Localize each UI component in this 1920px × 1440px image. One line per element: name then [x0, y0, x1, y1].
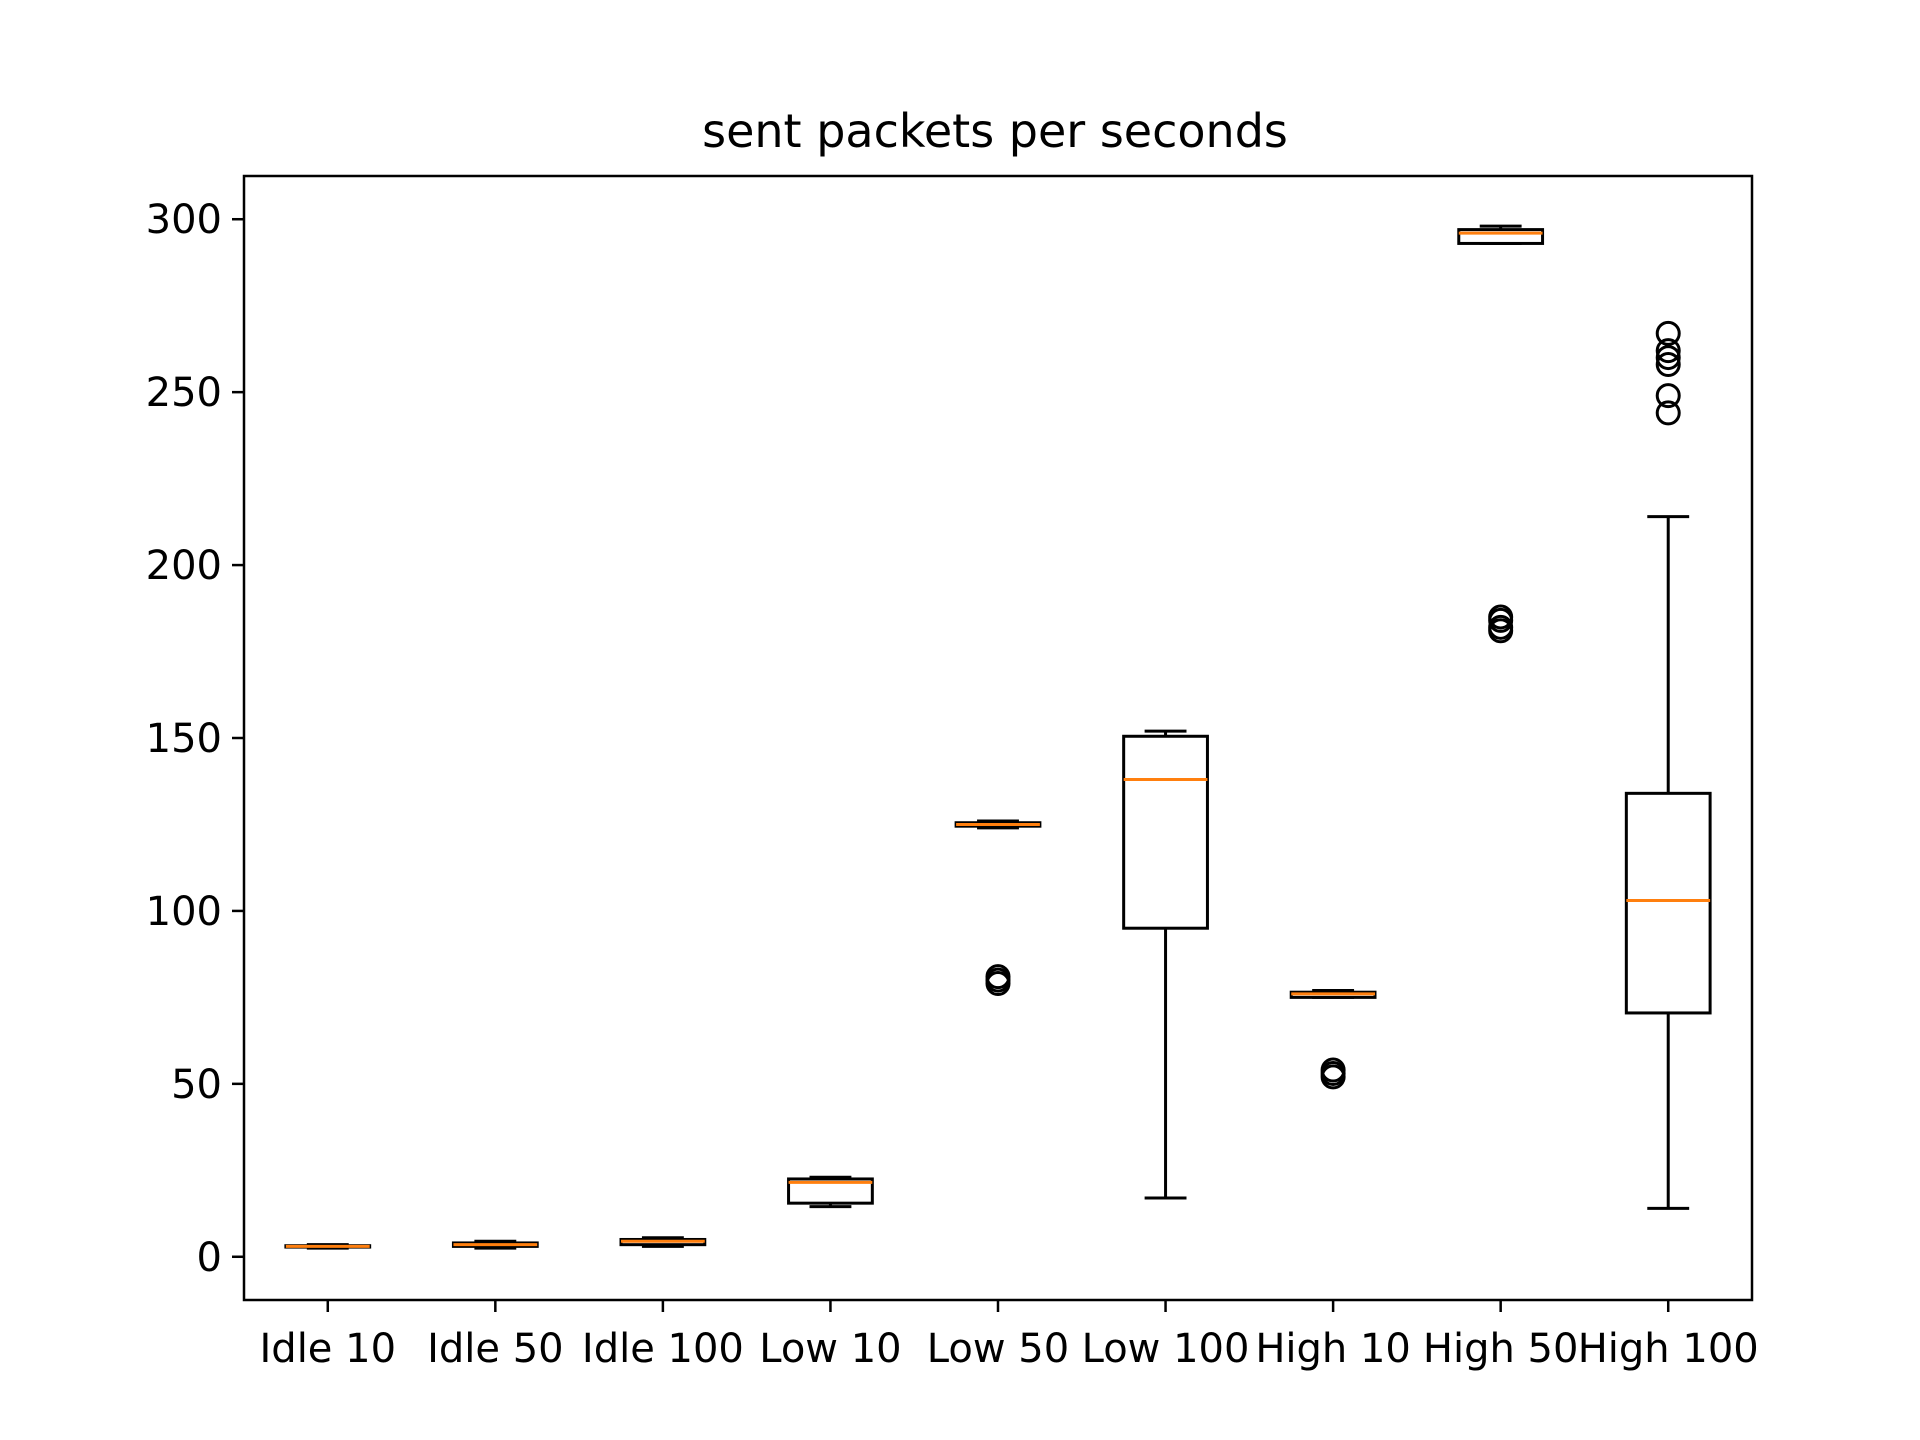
x-tick-label: Low 10 [759, 1326, 901, 1372]
box-group-3 [619, 1236, 707, 1248]
chart-title: sent packets per seconds [702, 104, 1288, 158]
outlier-point [1655, 345, 1681, 371]
y-tick-label: 300 [146, 197, 222, 243]
x-tick-label: High 10 [1255, 1326, 1411, 1372]
axes-layer: 0 50 100 150 200 250 300 Idle 10 Idle 50 Idle 100… [146, 174, 1759, 1372]
x-tick-label: Idle 50 [427, 1326, 564, 1372]
outlier-point [1655, 383, 1681, 409]
outlier-point [1488, 604, 1514, 630]
outlier-point [1655, 320, 1681, 346]
box-group-5 [954, 819, 1042, 997]
box-group-4 [787, 1175, 874, 1209]
outlier-point [985, 964, 1011, 990]
boxes-layer [284, 224, 1712, 1250]
box-group-2 [451, 1239, 539, 1250]
y-tick-label: 250 [146, 370, 222, 416]
outlier-point [1655, 400, 1681, 426]
outlier-point [1488, 614, 1514, 640]
box-group-6 [1122, 729, 1209, 1200]
y-tick-label: 100 [146, 889, 222, 935]
y-tick-label: 50 [171, 1062, 222, 1108]
y-tick-label: 150 [146, 716, 222, 762]
box-group-7 [1289, 988, 1377, 1090]
y-tick-label: 200 [146, 543, 222, 589]
outlier-point [1320, 1057, 1346, 1083]
outlier-point [1655, 351, 1681, 377]
iqr-box [1624, 791, 1712, 1015]
plot-frame [242, 174, 1754, 1302]
iqr-box [1122, 734, 1209, 930]
x-tick-label: Low 100 [1082, 1326, 1250, 1372]
y-tick-label: 0 [197, 1235, 222, 1281]
x-tick-label: High 100 [1578, 1326, 1759, 1372]
x-tick-label: High 50 [1423, 1326, 1579, 1372]
box-group-9 [1624, 320, 1712, 1210]
x-tick-label: Idle 10 [260, 1326, 397, 1372]
box-group-1 [284, 1243, 372, 1250]
x-tick-label: Idle 100 [582, 1326, 744, 1372]
outlier-point [1655, 338, 1681, 364]
box-group-8 [1457, 224, 1545, 644]
x-tick-label: Low 50 [927, 1326, 1069, 1372]
